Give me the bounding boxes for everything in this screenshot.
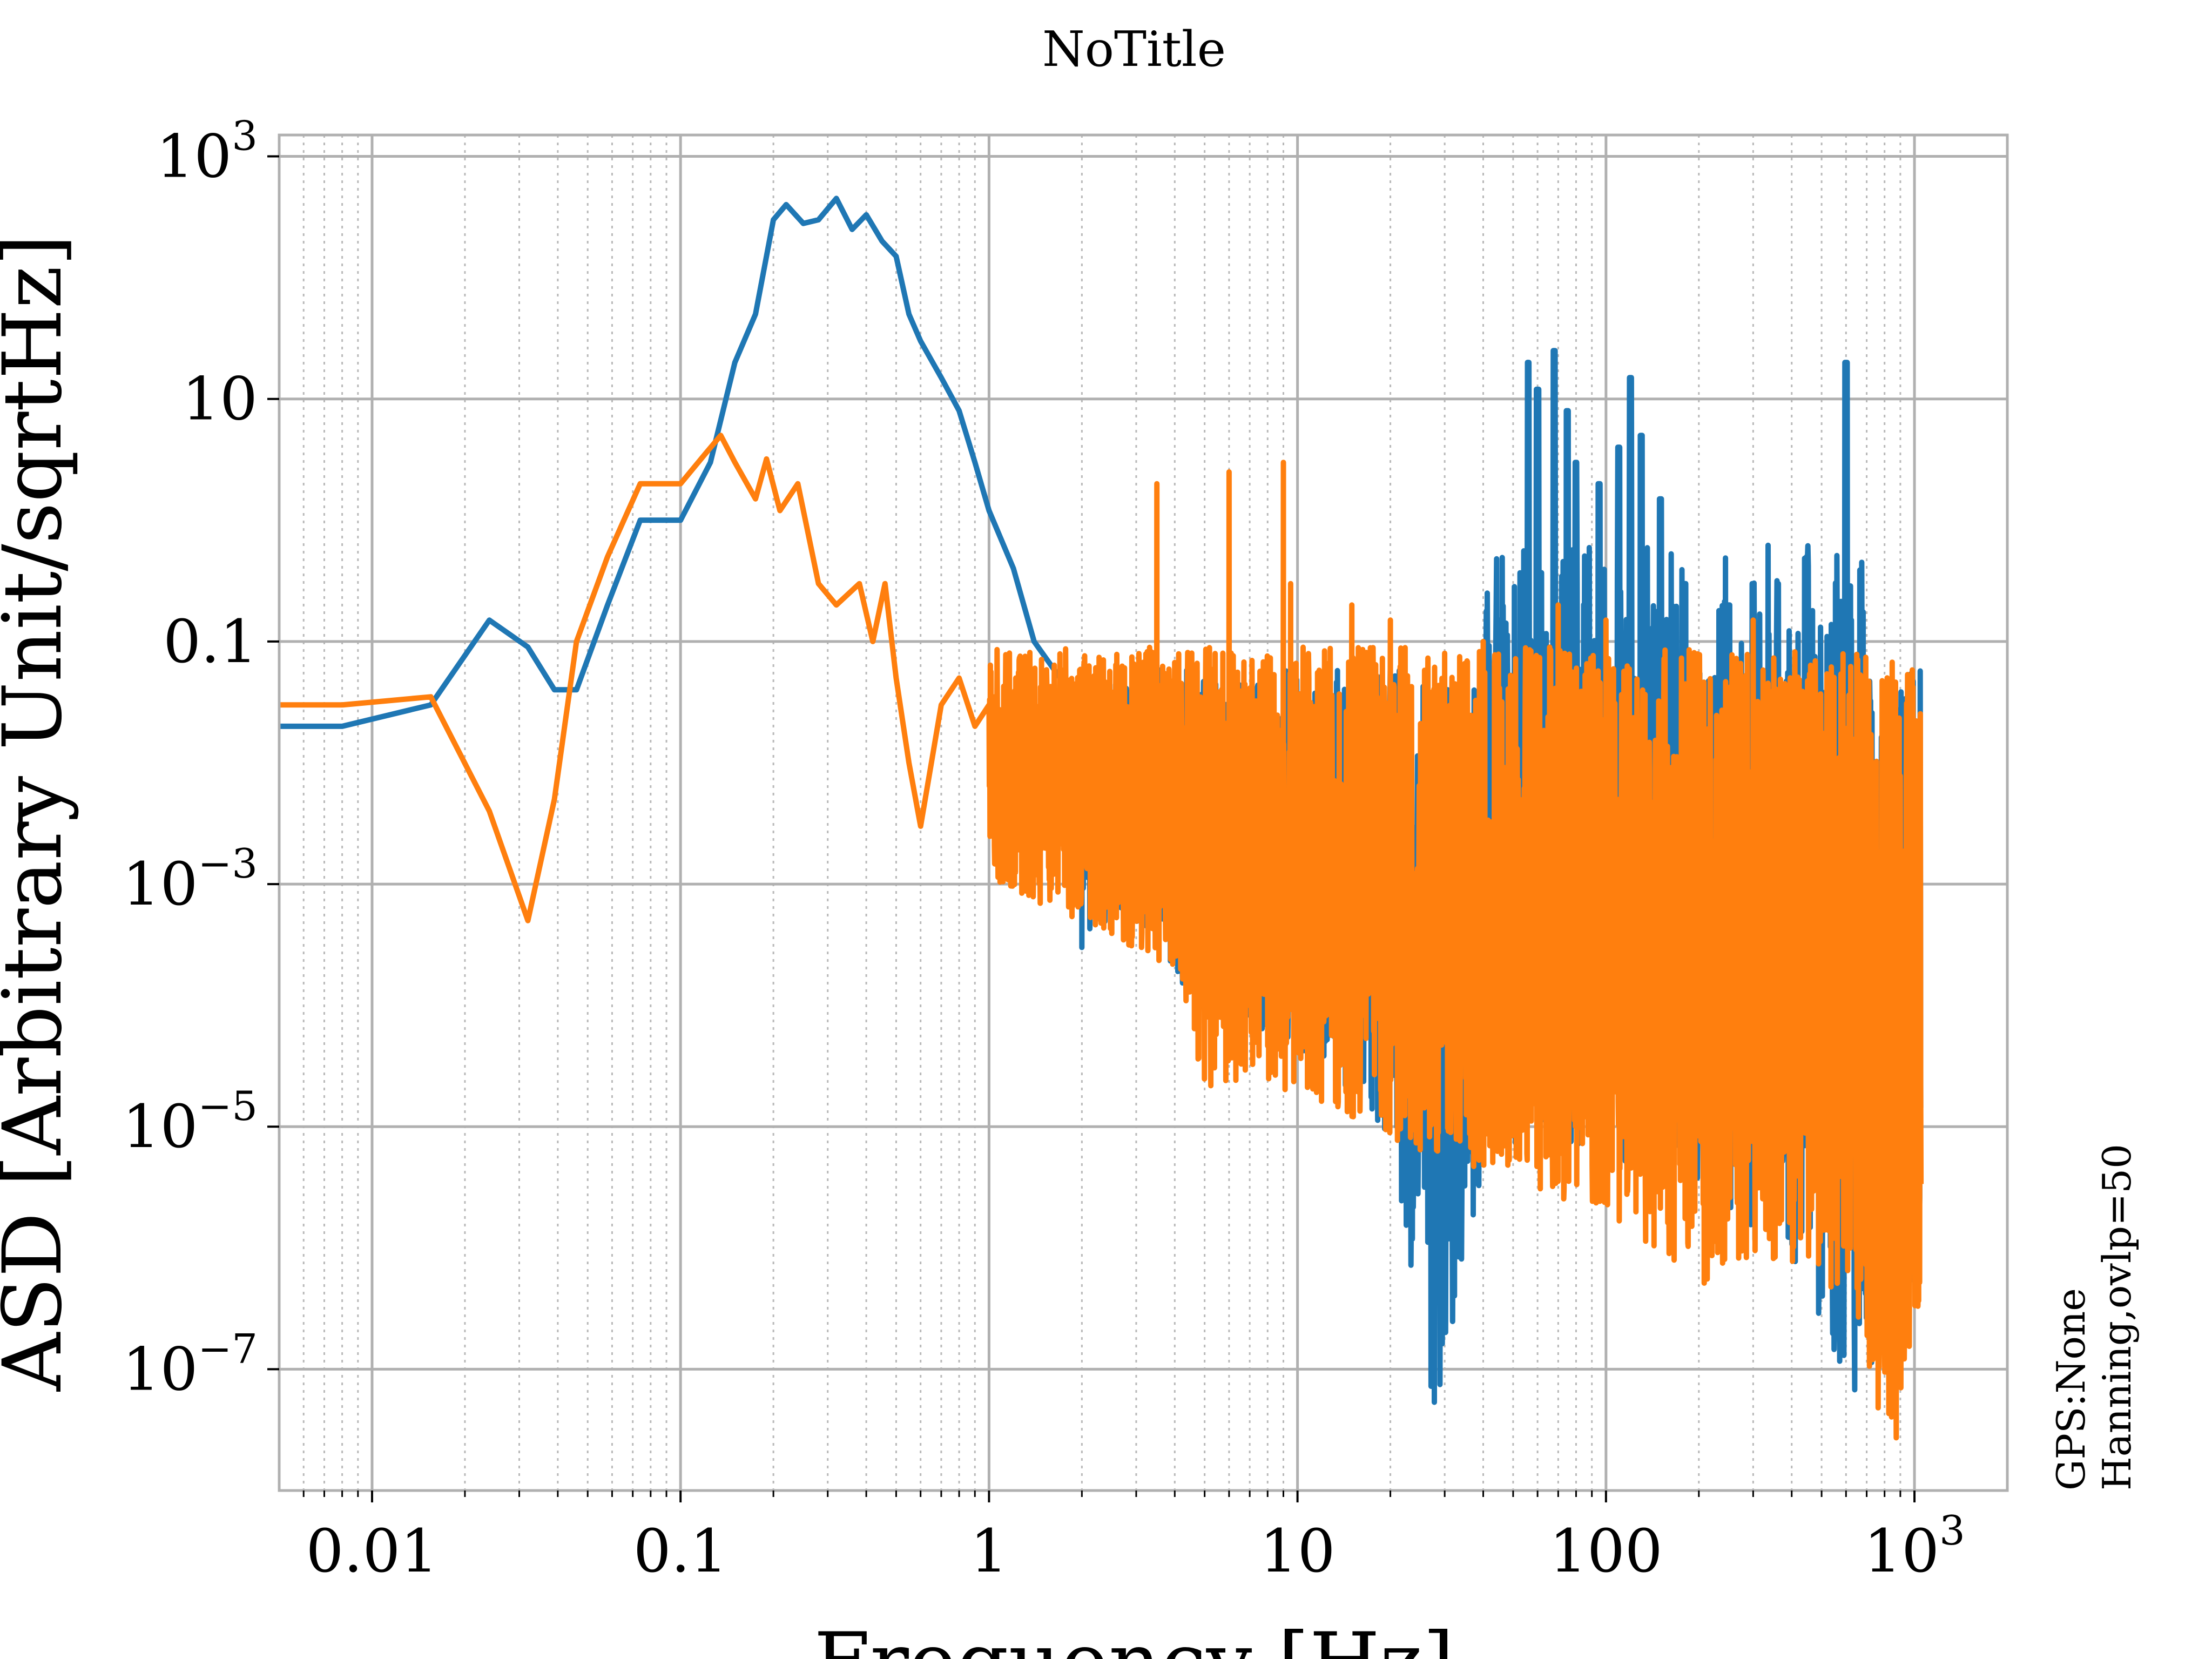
y-axis-label: ASD [Arbitrary Unit/sqrtHz] xyxy=(0,234,80,1392)
series-line-orange xyxy=(279,433,1924,1441)
gps-annotation: GPS:None xyxy=(2048,1288,2094,1491)
y-tick-label: 10−7 xyxy=(122,1325,258,1404)
side-annotation: GPS:None Hanning,ovlp=50 xyxy=(2048,1144,2140,1491)
window-annotation: Hanning,ovlp=50 xyxy=(2094,1144,2140,1491)
y-tick-label: 0.1 xyxy=(163,607,258,676)
x-tick-label: 10 xyxy=(1260,1516,1336,1586)
x-tick-label: 100 xyxy=(1549,1516,1663,1586)
chart-title: NoTitle xyxy=(1042,21,1226,78)
plot-frame xyxy=(278,133,2009,1492)
x-axis-label: Frequency [Hz] xyxy=(814,1616,1454,1659)
x-tick-label: 1 xyxy=(970,1516,1008,1586)
series-layer xyxy=(279,195,1924,1441)
y-tick-label: 10 xyxy=(182,365,258,434)
x-tick-label: 0.1 xyxy=(633,1516,728,1586)
y-tick-label: 103 xyxy=(156,112,258,191)
x-tick-label: 0.01 xyxy=(306,1516,438,1586)
